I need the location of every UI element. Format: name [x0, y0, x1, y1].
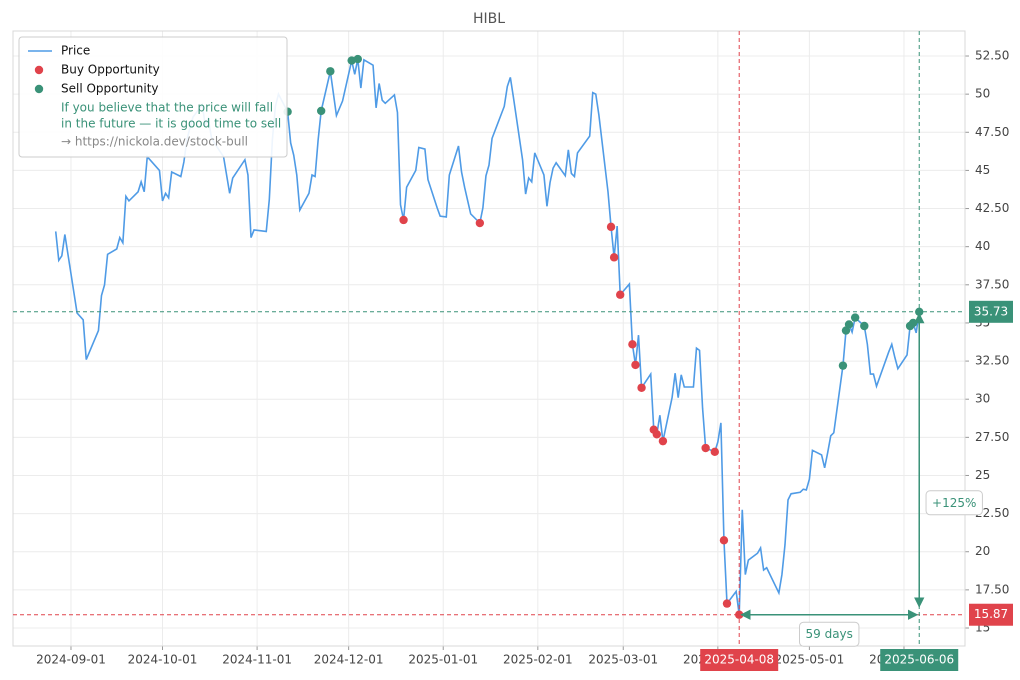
x-tick-label: 2025-03-01: [588, 653, 658, 667]
date-badge: [880, 649, 959, 671]
annotation: 59 days: [806, 627, 853, 641]
x-tick-label: 2024-10-01: [128, 653, 198, 667]
signal-point: [719, 536, 729, 545]
signal-point: [701, 443, 710, 453]
signal-point: [631, 360, 640, 370]
legend-swatch: [34, 84, 44, 94]
signal-point: [637, 383, 646, 392]
signal-point: [616, 290, 625, 299]
date-badge-label: 2025-06-06: [884, 653, 954, 667]
y-tick-label: 20: [975, 544, 990, 558]
legend-note: If you believe that the price will fall: [61, 101, 273, 115]
x-tick-label: 2025-05-01: [775, 653, 845, 667]
x-tick-label: 2024-12-01: [314, 653, 384, 667]
value-badge: [969, 603, 1013, 626]
signal-point: [353, 54, 362, 64]
signal-point: [628, 340, 637, 349]
chart-title: HIBL: [473, 11, 505, 27]
legend-label: Buy Opportunity: [61, 63, 160, 77]
y-tick-label: 27.50: [975, 430, 1009, 444]
legend-link: → https://nickola.dev/stock-bull: [61, 135, 248, 149]
date-badge: [700, 649, 779, 671]
signal-point: [658, 436, 668, 446]
x-tick-label: 2024-11-01: [222, 653, 292, 667]
y-tick-label: 45: [975, 163, 990, 177]
signal-point: [609, 253, 619, 262]
x-tick-label: 2025-01-01: [408, 653, 478, 667]
legend-note: in the future — it is good time to sell: [61, 117, 281, 131]
signal-point: [606, 222, 616, 232]
annotation: +125%: [932, 496, 976, 510]
y-tick-label: 50: [975, 87, 990, 101]
annotation-box: [799, 621, 860, 647]
signal-point: [722, 599, 732, 608]
legend-label: Sell Opportunity: [61, 82, 159, 96]
y-tick-label: 32.50: [975, 354, 1009, 368]
signal-point: [652, 430, 662, 439]
legend: Price Buy Opportunity Sell Opportunity If y…: [18, 36, 288, 158]
signal-point: [316, 106, 326, 116]
y-tick-label: 17.50: [975, 582, 1009, 596]
legend-label: Price: [61, 44, 90, 58]
x-tick-label: 2024-09-01: [36, 653, 106, 667]
legend-swatch: [34, 65, 44, 75]
overlays: 35.73 15.87 2025-04-08 2025-06-06 +125% 59 da…: [13, 31, 1013, 671]
signal-point: [710, 447, 719, 457]
signal-point: [908, 318, 918, 328]
plot-frame: [12, 30, 966, 647]
signal-point: [475, 218, 485, 228]
signal-point: [844, 320, 854, 329]
y-tick-label: 30: [975, 392, 990, 406]
y-tick-label: 37.50: [975, 277, 1009, 291]
value-badge-label: 15.87: [974, 607, 1008, 621]
y-tick-label: 42.50: [975, 201, 1009, 215]
y-tick-label: 25: [975, 468, 990, 482]
y-tick-label: 47.50: [975, 125, 1009, 139]
date-badge-label: 2025-04-08: [704, 653, 774, 667]
y-tick-label: 52.50: [975, 49, 1009, 63]
signal-point: [326, 67, 335, 76]
y-tick-label: 40: [975, 239, 990, 253]
signal-point: [850, 313, 860, 322]
x-tick-label: 2025-02-01: [503, 653, 573, 667]
value-badge-label: 35.73: [974, 304, 1008, 318]
annotation-box: [925, 490, 983, 516]
signal-point: [399, 215, 408, 225]
legend-box: [18, 36, 288, 158]
signal-point: [860, 321, 869, 331]
signal-point: [838, 361, 848, 370]
value-badge: [969, 300, 1013, 323]
y-tick-label: 22.50: [975, 506, 1009, 520]
